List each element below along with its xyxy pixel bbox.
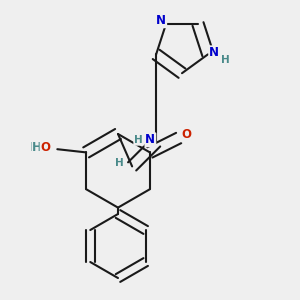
Text: O: O — [40, 141, 50, 154]
Text: H: H — [134, 135, 143, 145]
Text: HO: HO — [29, 141, 49, 154]
Text: H: H — [221, 55, 230, 65]
Text: O: O — [182, 128, 192, 141]
Text: N: N — [209, 46, 219, 59]
Text: N: N — [156, 14, 166, 27]
Text: H: H — [32, 141, 42, 154]
Text: N: N — [146, 133, 155, 146]
Text: H: H — [115, 158, 124, 168]
